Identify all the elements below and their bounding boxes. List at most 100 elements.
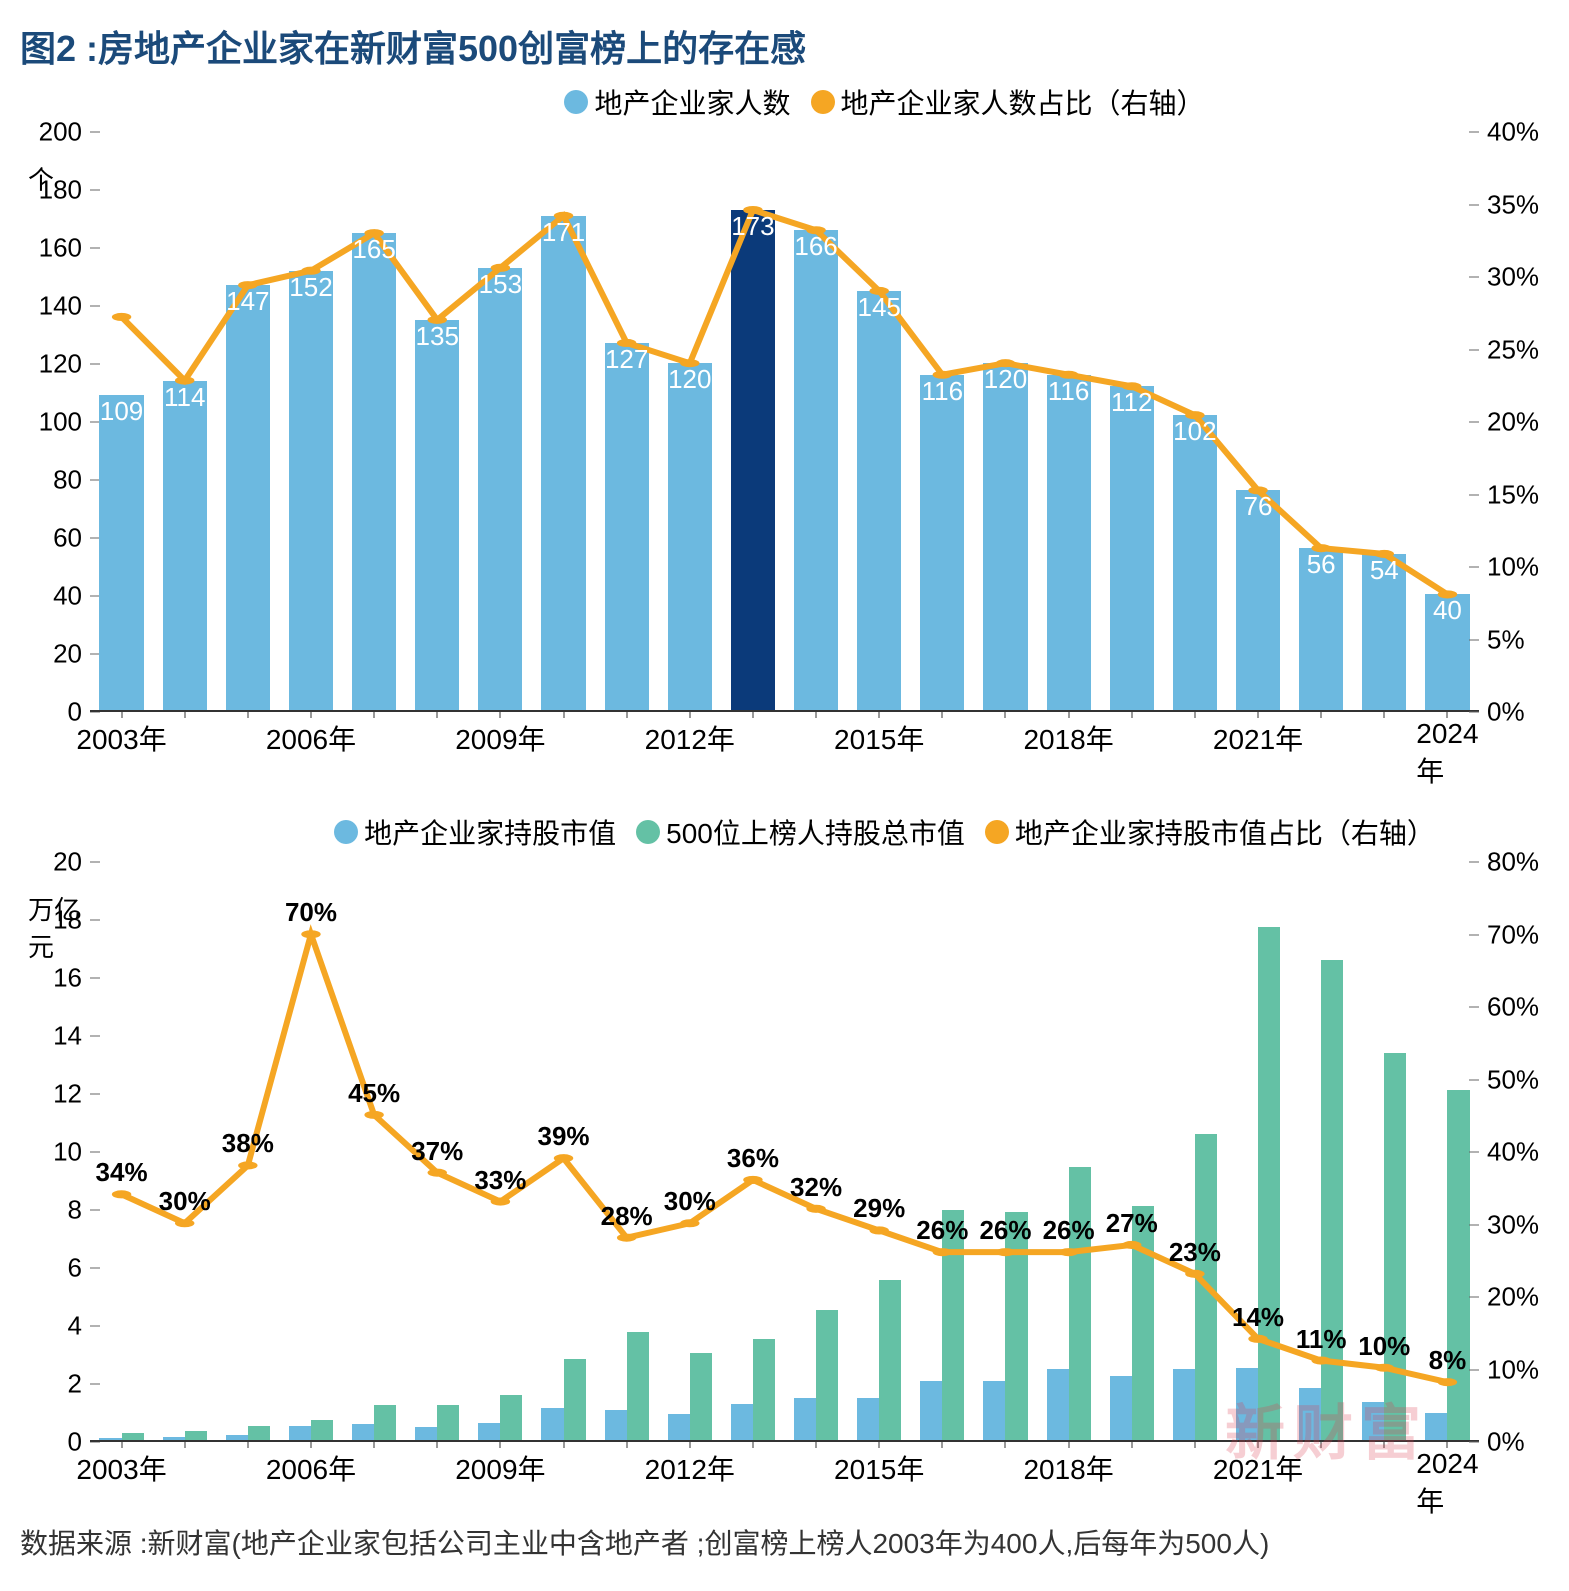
x-tick: 2021年 xyxy=(1213,718,1303,758)
chart1-y-left: 个 020406080100120140160180200 xyxy=(20,132,90,712)
x-tick: 2003年 xyxy=(76,718,166,758)
bar-value-label: 120 xyxy=(984,364,1027,395)
y-tick: 20 xyxy=(22,639,82,670)
chart1-x-axis: 2003年2006年2009年2012年2015年2018年2021年2024年 xyxy=(90,712,1479,752)
chart1-legend: 地产企业家人数 地产企业家人数占比（右轴） xyxy=(20,82,1549,122)
bar-value-label: 166 xyxy=(794,231,837,262)
legend-swatch xyxy=(334,820,358,844)
y-tick: 40% xyxy=(1487,117,1569,148)
bar-value-label: 116 xyxy=(922,376,963,407)
chart1-y-right: 0%5%10%15%20%25%30%35%40% xyxy=(1479,132,1549,712)
y-tick: 100 xyxy=(22,407,82,438)
legend-item: 地产企业家人数 xyxy=(564,82,790,122)
x-tick: 2018年 xyxy=(1023,1448,1113,1488)
y-tick: 0% xyxy=(1487,697,1569,728)
bar-value-label: 152 xyxy=(289,272,332,303)
legend-swatch xyxy=(636,820,660,844)
y-tick: 12 xyxy=(22,1079,82,1110)
x-tick: 2024年 xyxy=(1416,718,1478,790)
y-tick: 6 xyxy=(22,1253,82,1284)
bar-value-label: 40 xyxy=(1433,595,1462,626)
y-tick: 0 xyxy=(22,697,82,728)
y-tick: 18 xyxy=(22,905,82,936)
pct-label: 36% xyxy=(727,1143,779,1174)
legend-swatch xyxy=(811,90,835,114)
y-tick: 14 xyxy=(22,1021,82,1052)
x-tick: 2024年 xyxy=(1416,1448,1478,1520)
bar-value-label: 54 xyxy=(1370,555,1399,586)
y-tick: 30% xyxy=(1487,1209,1569,1240)
pct-label: 14% xyxy=(1232,1302,1284,1333)
chart2-x-axis: 2003年2006年2009年2012年2015年2018年2021年2024年 xyxy=(90,1442,1479,1482)
legend-label: 地产企业家持股市值占比（右轴） xyxy=(1015,812,1435,852)
y-tick: 60 xyxy=(22,523,82,554)
pct-label: 27% xyxy=(1106,1208,1158,1239)
source-note: 数据来源 :新财富(地产企业家包括公司主业中含地产者 ;创富榜上榜人2003年为… xyxy=(20,1522,1549,1562)
y-tick: 0 xyxy=(22,1427,82,1458)
legend-item: 500位上榜人持股总市值 xyxy=(636,812,965,852)
y-tick: 200 xyxy=(22,117,82,148)
pct-label: 29% xyxy=(853,1193,905,1224)
bar-value-label: 135 xyxy=(416,321,459,352)
x-tick: 2012年 xyxy=(645,718,735,758)
bar-value-label: 102 xyxy=(1173,416,1216,447)
bar-value-label: 56 xyxy=(1307,549,1336,580)
y-tick: 80 xyxy=(22,465,82,496)
pct-label: 11% xyxy=(1296,1324,1347,1355)
x-tick: 2021年 xyxy=(1213,1448,1303,1488)
y-tick: 35% xyxy=(1487,189,1569,220)
bar-value-label: 116 xyxy=(1048,376,1089,407)
bar-value-label: 173 xyxy=(731,211,774,242)
pct-label: 33% xyxy=(474,1165,526,1196)
pct-label: 28% xyxy=(601,1201,653,1232)
x-tick: 2003年 xyxy=(76,1448,166,1488)
pct-label: 10% xyxy=(1358,1331,1410,1362)
y-tick: 30% xyxy=(1487,262,1569,293)
x-tick: 2009年 xyxy=(455,1448,545,1488)
y-tick: 2 xyxy=(22,1369,82,1400)
legend-label: 地产企业家人数 xyxy=(594,82,790,122)
x-tick: 2018年 xyxy=(1023,718,1113,758)
chart2: 地产企业家持股市值500位上榜人持股总市值地产企业家持股市值占比（右轴） 万亿元… xyxy=(20,812,1549,1482)
y-tick: 20% xyxy=(1487,407,1569,438)
y-tick: 80% xyxy=(1487,847,1569,878)
x-tick: 2012年 xyxy=(645,1448,735,1488)
legend-swatch xyxy=(985,820,1009,844)
chart2-y-right: 0%10%20%30%40%50%60%70%80% xyxy=(1479,862,1549,1442)
x-tick: 2009年 xyxy=(455,718,545,758)
y-tick: 0% xyxy=(1487,1427,1569,1458)
bar-value-label: 165 xyxy=(352,234,395,265)
legend-item: 地产企业家人数占比（右轴） xyxy=(811,82,1205,122)
chart1: 地产企业家人数地产企业家人数占比（右轴） 个 02040608010012014… xyxy=(20,82,1549,752)
bar-value-label: 171 xyxy=(542,217,585,248)
bar-value-label: 120 xyxy=(668,364,711,395)
y-tick: 140 xyxy=(22,291,82,322)
chart2-y-left: 万亿元 02468101214161820 xyxy=(20,862,90,1442)
bar-value-label: 112 xyxy=(1111,387,1152,418)
bar-value-label: 109 xyxy=(100,396,143,427)
y-tick: 40% xyxy=(1487,1137,1569,1168)
legend-swatch xyxy=(564,90,588,114)
chart1-plot: 1091141471521651351531711271201731661451… xyxy=(90,132,1479,712)
pct-label: 38% xyxy=(222,1128,274,1159)
chart-title: 图2 :房地产企业家在新财富500创富榜上的存在感 xyxy=(20,20,1549,72)
pct-label: 8% xyxy=(1429,1345,1467,1376)
y-tick: 10% xyxy=(1487,1354,1569,1385)
y-tick: 8 xyxy=(22,1195,82,1226)
chart2-legend: 地产企业家持股市值 500位上榜人持股总市值 地产企业家持股市值占比（右轴） xyxy=(20,812,1549,852)
pct-label: 30% xyxy=(664,1186,716,1217)
pct-label: 34% xyxy=(96,1157,148,1188)
bar-value-label: 114 xyxy=(164,382,205,413)
bar-value-label: 127 xyxy=(605,344,648,375)
pct-label: 26% xyxy=(1043,1215,1095,1246)
pct-label: 23% xyxy=(1169,1237,1221,1268)
legend-label: 地产企业家人数占比（右轴） xyxy=(841,82,1205,122)
y-tick: 4 xyxy=(22,1311,82,1342)
bar-value-label: 145 xyxy=(858,292,901,323)
pct-label: 26% xyxy=(979,1215,1031,1246)
legend-label: 地产企业家持股市值 xyxy=(364,812,616,852)
x-tick: 2015年 xyxy=(834,1448,924,1488)
y-tick: 60% xyxy=(1487,992,1569,1023)
y-tick: 5% xyxy=(1487,624,1569,655)
y-tick: 16 xyxy=(22,963,82,994)
